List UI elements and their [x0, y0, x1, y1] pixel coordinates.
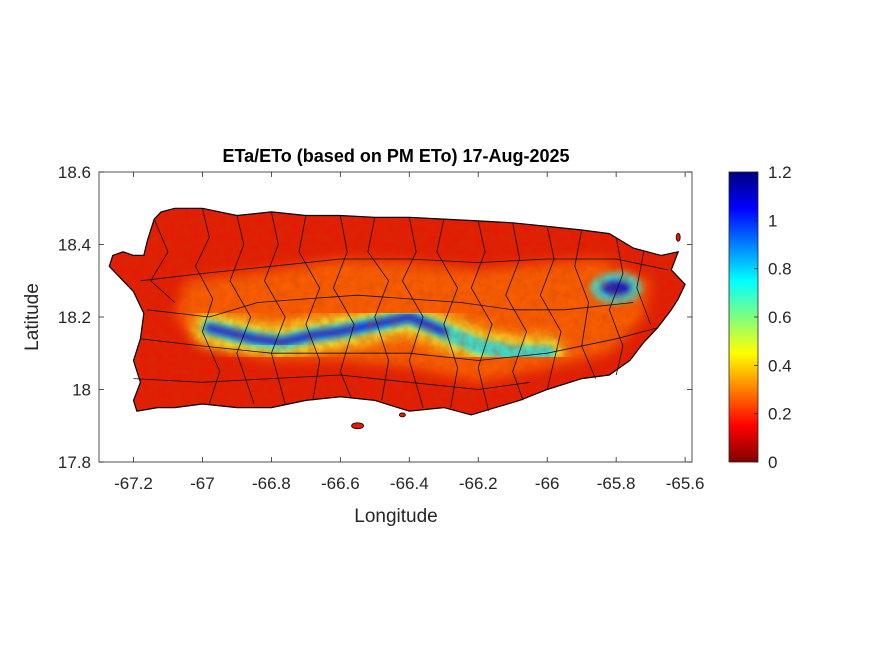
boundary-line	[298, 215, 321, 401]
y-tick-label: 18.4	[58, 236, 91, 255]
x-tick-label: -65.8	[597, 474, 636, 493]
y-tick-label: 18.6	[58, 163, 91, 182]
boundary-line	[636, 251, 651, 325]
boundary-line	[150, 218, 176, 303]
x-tick-label: -66.8	[252, 474, 291, 493]
colorbar-tick-label: 0.6	[768, 308, 792, 327]
y-axis-label: Latitude	[22, 283, 43, 351]
boundary-line	[470, 220, 493, 412]
chart-title: ETa/ETo (based on PM ETo) 17-Aug-2025	[222, 146, 569, 166]
colorbar	[728, 171, 759, 463]
boundary-line	[264, 211, 286, 405]
x-tick-label: -65.6	[666, 474, 705, 493]
colorbar-tick-label: 0.4	[768, 356, 792, 375]
boundary-line	[140, 258, 668, 282]
municipal-boundaries	[133, 208, 668, 412]
colorbar-tick-label: 1.2	[768, 163, 792, 182]
x-tick-label: -66.2	[459, 474, 498, 493]
y-axis: 17.8 18 18.2 18.4 18.6	[58, 163, 692, 472]
x-tick-label: -66.6	[321, 474, 360, 493]
x-tick-label: -67	[190, 474, 215, 493]
boundary-line	[539, 226, 562, 390]
boundary-line	[229, 215, 255, 405]
boundary-line	[195, 208, 221, 405]
x-tick-label: -66.4	[390, 474, 429, 493]
x-axis-label: Longitude	[354, 506, 437, 527]
islet	[351, 422, 364, 430]
colorbar-tick-label: 0	[768, 453, 777, 472]
boundary-line	[147, 294, 634, 318]
islet	[675, 232, 681, 242]
y-tick-label: 18.2	[58, 308, 91, 327]
colorbar-tick-label: 0.8	[768, 260, 792, 279]
boundary-line	[332, 215, 355, 397]
boundary-line	[367, 217, 390, 401]
y-tick-label: 17.8	[58, 453, 91, 472]
colorbar-tick-label: 0.2	[768, 405, 792, 424]
boundary-line	[574, 229, 596, 379]
x-tick-label: -66	[535, 474, 560, 493]
islet	[398, 412, 406, 418]
boundary-line	[608, 237, 624, 376]
x-tick-label: -67.2	[114, 474, 153, 493]
boundary-line	[505, 222, 527, 401]
y-tick-label: 18	[72, 381, 91, 400]
boundary-line	[133, 374, 531, 390]
boundary-line	[140, 327, 658, 361]
x-axis: -67.2 -67 -66.8 -66.6 -66.4 -66.2 -66 -65.8 -65.…	[114, 172, 704, 493]
boundary-line	[436, 219, 459, 408]
islets	[351, 232, 681, 430]
colorbar-ticks: 0 0.2 0.4 0.6 0.8 1 1.2	[754, 163, 792, 472]
colorbar-tick-label: 1	[768, 211, 777, 230]
